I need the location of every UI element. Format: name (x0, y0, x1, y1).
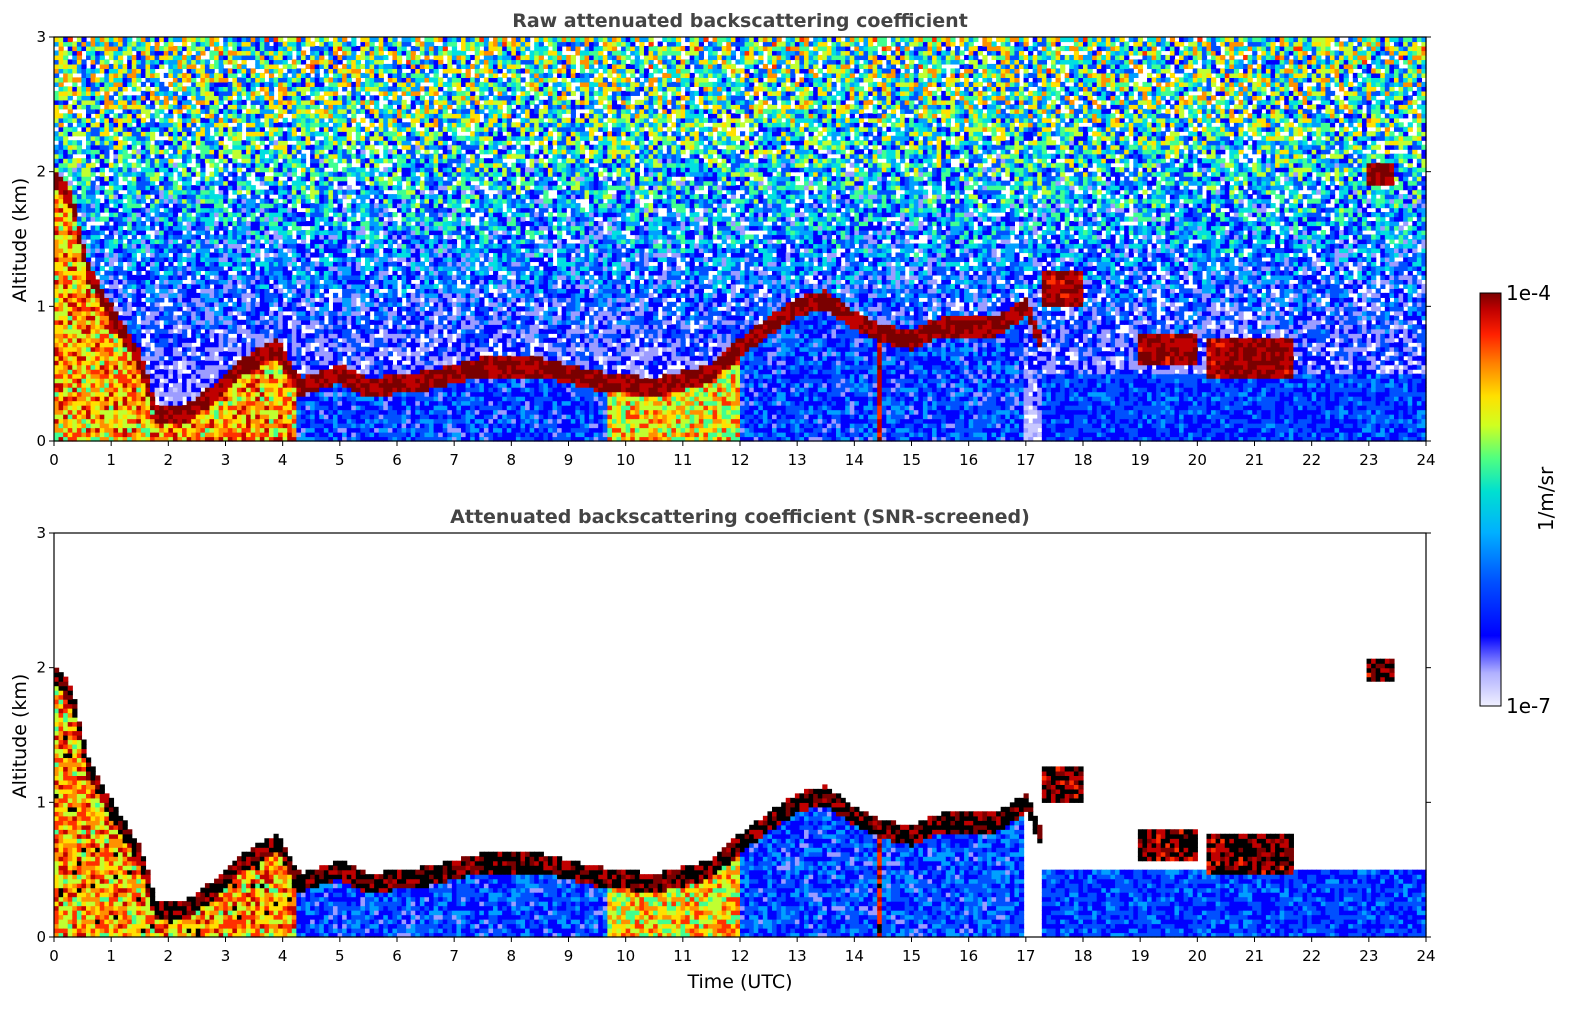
x-tick-label: 0 (49, 451, 59, 469)
panel2-title: Attenuated backscattering coefficient (S… (450, 506, 1030, 528)
screened-backscatter-panel: Attenuated backscattering coefficient (S… (9, 506, 1436, 993)
x-tick-label: 13 (788, 947, 807, 965)
x-tick-label: 11 (673, 947, 692, 965)
x-tick-label: 9 (564, 451, 574, 469)
x-tick-label: 18 (1073, 947, 1092, 965)
x-tick-label: 17 (1016, 451, 1035, 469)
x-tick-label: 12 (730, 947, 749, 965)
x-tick-label: 14 (845, 947, 864, 965)
x-tick-label: 9 (564, 947, 574, 965)
panel1-ylabel: Altitude (km) (9, 178, 31, 303)
x-tick-label: 5 (335, 451, 345, 469)
x-tick-label: 16 (959, 947, 978, 965)
x-tick-label: 2 (164, 451, 174, 469)
panel2-heatmap-image (54, 659, 1427, 938)
colorbar-gradient (1480, 293, 1501, 706)
y-tick-label: 0 (36, 432, 46, 450)
x-tick-label: 6 (392, 451, 402, 469)
raw-backscatter-panel: Raw attenuated backscattering coefficien… (9, 10, 1436, 469)
panel1-title: Raw attenuated backscattering coefficien… (512, 10, 968, 32)
x-tick-label: 10 (616, 451, 635, 469)
colorbar: 1e-4 1e-7 1/m/sr (1480, 281, 1558, 718)
x-tick-label: 8 (507, 451, 517, 469)
y-tick-label: 0 (36, 928, 46, 946)
x-tick-label: 20 (1188, 451, 1207, 469)
x-tick-label: 21 (1245, 947, 1264, 965)
x-tick-label: 11 (673, 451, 692, 469)
x-tick-label: 0 (49, 947, 59, 965)
x-tick-label: 13 (788, 451, 807, 469)
x-tick-label: 10 (616, 947, 635, 965)
x-tick-label: 24 (1416, 451, 1435, 469)
x-tick-label: 23 (1359, 451, 1378, 469)
x-tick-label: 22 (1302, 451, 1321, 469)
x-tick-label: 12 (730, 451, 749, 469)
x-tick-label: 4 (278, 451, 288, 469)
colorbar-min-label: 1e-7 (1506, 694, 1551, 718)
y-tick-label: 1 (36, 793, 46, 811)
panel1-heatmap-image (54, 37, 1427, 442)
x-tick-label: 17 (1016, 947, 1035, 965)
x-tick-label: 21 (1245, 451, 1264, 469)
panel2-ylabel: Altitude (km) (9, 674, 31, 799)
x-tick-label: 18 (1073, 451, 1092, 469)
x-tick-label: 19 (1131, 451, 1150, 469)
x-tick-label: 14 (845, 451, 864, 469)
x-tick-label: 3 (221, 451, 231, 469)
x-tick-label: 19 (1131, 947, 1150, 965)
colorbar-unit-label: 1/m/sr (1534, 466, 1558, 531)
x-tick-label: 7 (449, 947, 459, 965)
y-tick-label: 3 (36, 524, 46, 542)
y-tick-label: 1 (36, 297, 46, 315)
y-tick-label: 2 (36, 163, 46, 181)
x-tick-label: 3 (221, 947, 231, 965)
colorbar-max-label: 1e-4 (1506, 281, 1551, 305)
x-tick-label: 2 (164, 947, 174, 965)
x-tick-label: 1 (106, 451, 116, 469)
x-tick-label: 5 (335, 947, 345, 965)
x-tick-label: 24 (1416, 947, 1435, 965)
x-tick-label: 15 (902, 947, 921, 965)
x-tick-label: 23 (1359, 947, 1378, 965)
y-tick-label: 2 (36, 659, 46, 677)
panel2-xlabel: Time (UTC) (686, 971, 792, 993)
x-tick-label: 20 (1188, 947, 1207, 965)
x-tick-label: 1 (106, 947, 116, 965)
figure: Raw attenuated backscattering coefficien… (0, 0, 1595, 1020)
x-tick-label: 7 (449, 451, 459, 469)
x-tick-label: 16 (959, 451, 978, 469)
x-tick-label: 8 (507, 947, 517, 965)
x-tick-label: 22 (1302, 947, 1321, 965)
x-tick-label: 4 (278, 947, 288, 965)
y-tick-label: 3 (36, 28, 46, 46)
x-tick-label: 15 (902, 451, 921, 469)
x-tick-label: 6 (392, 947, 402, 965)
